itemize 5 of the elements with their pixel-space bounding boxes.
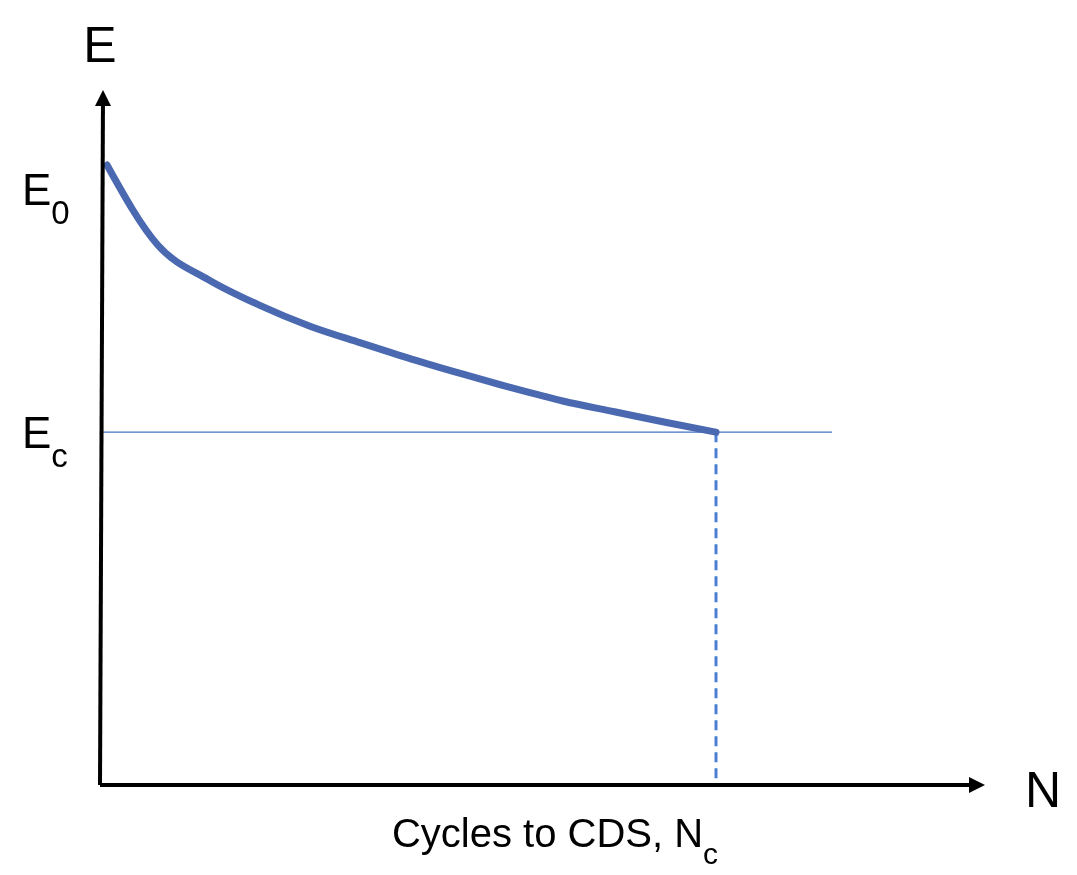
x-axis-title: Cycles to CDS, N$_{c}$ — [391, 811, 719, 870]
y-axis-title: E — [83, 17, 117, 73]
text: E$_{0}$ — [22, 165, 70, 231]
text: N — [1024, 762, 1062, 818]
ref-line-label: E$_{c}$ — [22, 408, 68, 474]
